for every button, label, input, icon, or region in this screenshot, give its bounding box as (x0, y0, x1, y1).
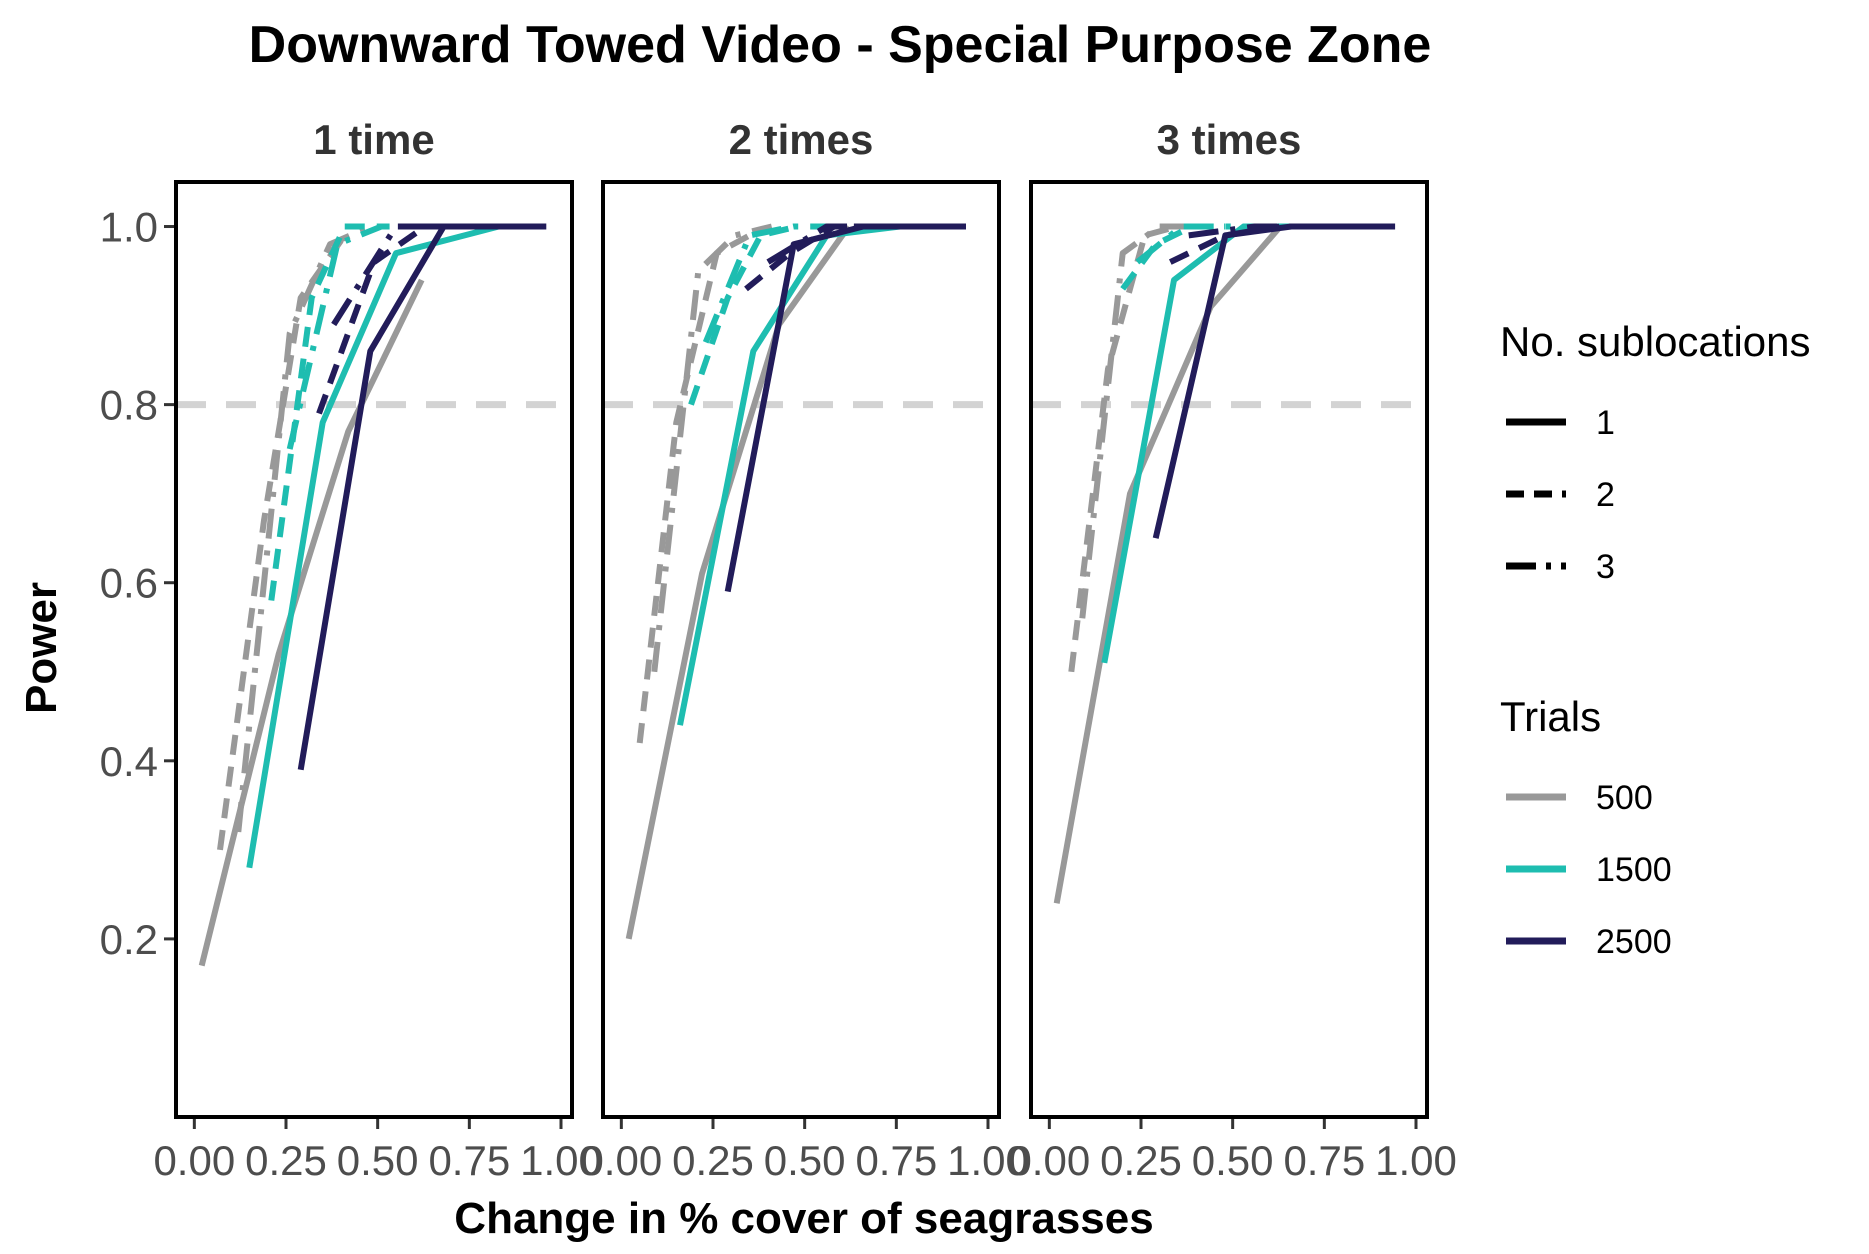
series-line (724, 223, 966, 593)
legend-label: 3 (1596, 548, 1615, 586)
series-line (1152, 223, 1372, 539)
facet-strip-label: 1 time (313, 116, 434, 163)
series-lines (1053, 223, 1402, 904)
x-tick-label: 0.25 (1100, 1137, 1182, 1184)
series-line (636, 232, 752, 744)
series-lines (625, 223, 977, 940)
x-tick-label: 0.75 (855, 1137, 937, 1184)
x-tick-label: 1.00 (947, 1137, 1029, 1184)
series-line (1053, 224, 1283, 904)
legend-title: No. sublocations (1500, 318, 1811, 365)
series-line (702, 223, 842, 344)
series-line (235, 223, 372, 833)
facet-strip-label: 3 times (1157, 116, 1302, 163)
y-tick-label: 0.8 (100, 382, 158, 429)
x-tick-label: 0.50 (337, 1137, 419, 1184)
x-tick-label: 0.25 (672, 1137, 754, 1184)
x-tick-label: 0.25 (245, 1137, 327, 1184)
x-axis-title: Change in % cover of seagrasses (454, 1194, 1153, 1243)
x-tick-label: 0.00 (1008, 1137, 1090, 1184)
series-line (331, 223, 510, 327)
x-tick-label: 0.75 (1283, 1137, 1365, 1184)
series-line (198, 278, 425, 967)
y-tick-label: 0.2 (100, 916, 158, 963)
legend-label: 500 (1596, 779, 1653, 817)
panel-border (1029, 180, 1429, 1119)
y-tick-label: 0.4 (100, 738, 158, 785)
legend-title: Trials (1500, 693, 1601, 740)
chart-title: Downward Towed Video - Special Purpose Z… (249, 16, 1432, 74)
x-tick-label: 1.00 (1375, 1137, 1457, 1184)
legend-label: 1 (1596, 404, 1615, 442)
series-line (625, 224, 852, 940)
y-tick-label: 1.0 (100, 204, 158, 251)
series-line (1068, 223, 1179, 673)
facet-panel: 3 times 0.00 0.25 0.50 0.75 1.00 (1008, 116, 1456, 1184)
x-tick-label: 0.50 (764, 1137, 846, 1184)
facet-panel: 1 time 0.00 0.25 0.50 0.75 1.00 0.2 0.4 0.6 0.8 1.… (100, 116, 602, 1184)
y-tick-label: 0.6 (100, 560, 158, 607)
series-line (246, 223, 500, 869)
legend-label: 2500 (1596, 923, 1672, 961)
legend-label: 1500 (1596, 851, 1672, 889)
series-line (651, 223, 773, 673)
series-line (1079, 223, 1196, 619)
series-line (677, 223, 901, 726)
x-tick-label: 0.00 (153, 1137, 235, 1184)
panel-border (601, 180, 1001, 1119)
legend: No. sublocations 1 2 3 Trials 500 1500 2500 (1500, 318, 1811, 961)
series-lines (198, 223, 547, 967)
legend-label: 2 (1596, 476, 1615, 514)
facet-strip-label: 2 times (729, 116, 874, 163)
panel-border (174, 180, 574, 1119)
series-line (297, 223, 547, 771)
series-line (217, 233, 348, 851)
x-tick-label: 1.00 (520, 1137, 602, 1184)
x-tick-label: 0.00 (580, 1137, 662, 1184)
facet-panel: 2 times 0.00 0.25 0.50 0.75 1.00 (580, 116, 1028, 1184)
x-tick-label: 0.75 (428, 1137, 510, 1184)
y-axis-title: Power (17, 582, 66, 714)
series-line (316, 223, 477, 415)
x-tick-label: 0.50 (1192, 1137, 1274, 1184)
